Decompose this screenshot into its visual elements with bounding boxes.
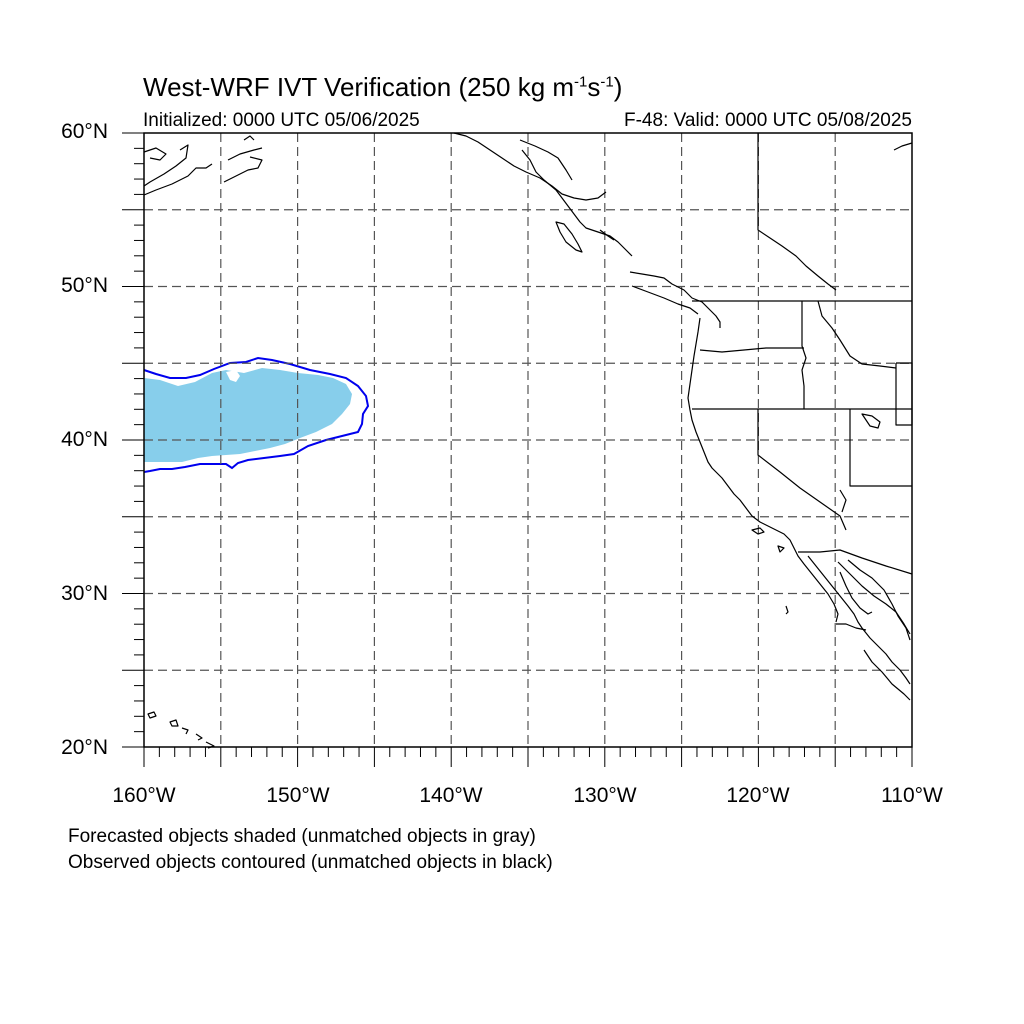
- map-frame: [143, 132, 913, 748]
- lat-label-30n: 30°N: [61, 582, 108, 605]
- lon-label-130w: 130°W: [573, 784, 637, 807]
- forecast-ivt-object: [144, 368, 352, 462]
- valid-time-label: F-48: Valid: 0000 UTC 05/08/2025: [624, 110, 912, 131]
- lon-label-150w: 150°W: [266, 784, 330, 807]
- map-title: West-WRF IVT Verification (250 kg m-1s-1…: [143, 72, 623, 102]
- coastlines: [143, 132, 913, 749]
- initialized-time-label: Initialized: 0000 UTC 05/06/2025: [143, 110, 420, 131]
- axis-ticks: [122, 132, 913, 767]
- forecast-legend-note: Forecasted objects shaded (unmatched obj…: [68, 826, 536, 847]
- minor-axis-ticks: [134, 147, 898, 757]
- lon-label-110w: 110°W: [881, 784, 943, 807]
- lat-label-60n: 60°N: [61, 120, 108, 143]
- observed-legend-note: Observed objects contoured (unmatched ob…: [68, 852, 553, 873]
- lon-label-160w: 160°W: [112, 784, 176, 807]
- lon-label-120w: 120°W: [726, 784, 790, 807]
- lon-label-140w: 140°W: [419, 784, 483, 807]
- lat-label-50n: 50°N: [61, 274, 108, 297]
- lat-label-20n: 20°N: [61, 736, 108, 759]
- graticule: [144, 133, 912, 747]
- lat-label-40n: 40°N: [61, 428, 108, 451]
